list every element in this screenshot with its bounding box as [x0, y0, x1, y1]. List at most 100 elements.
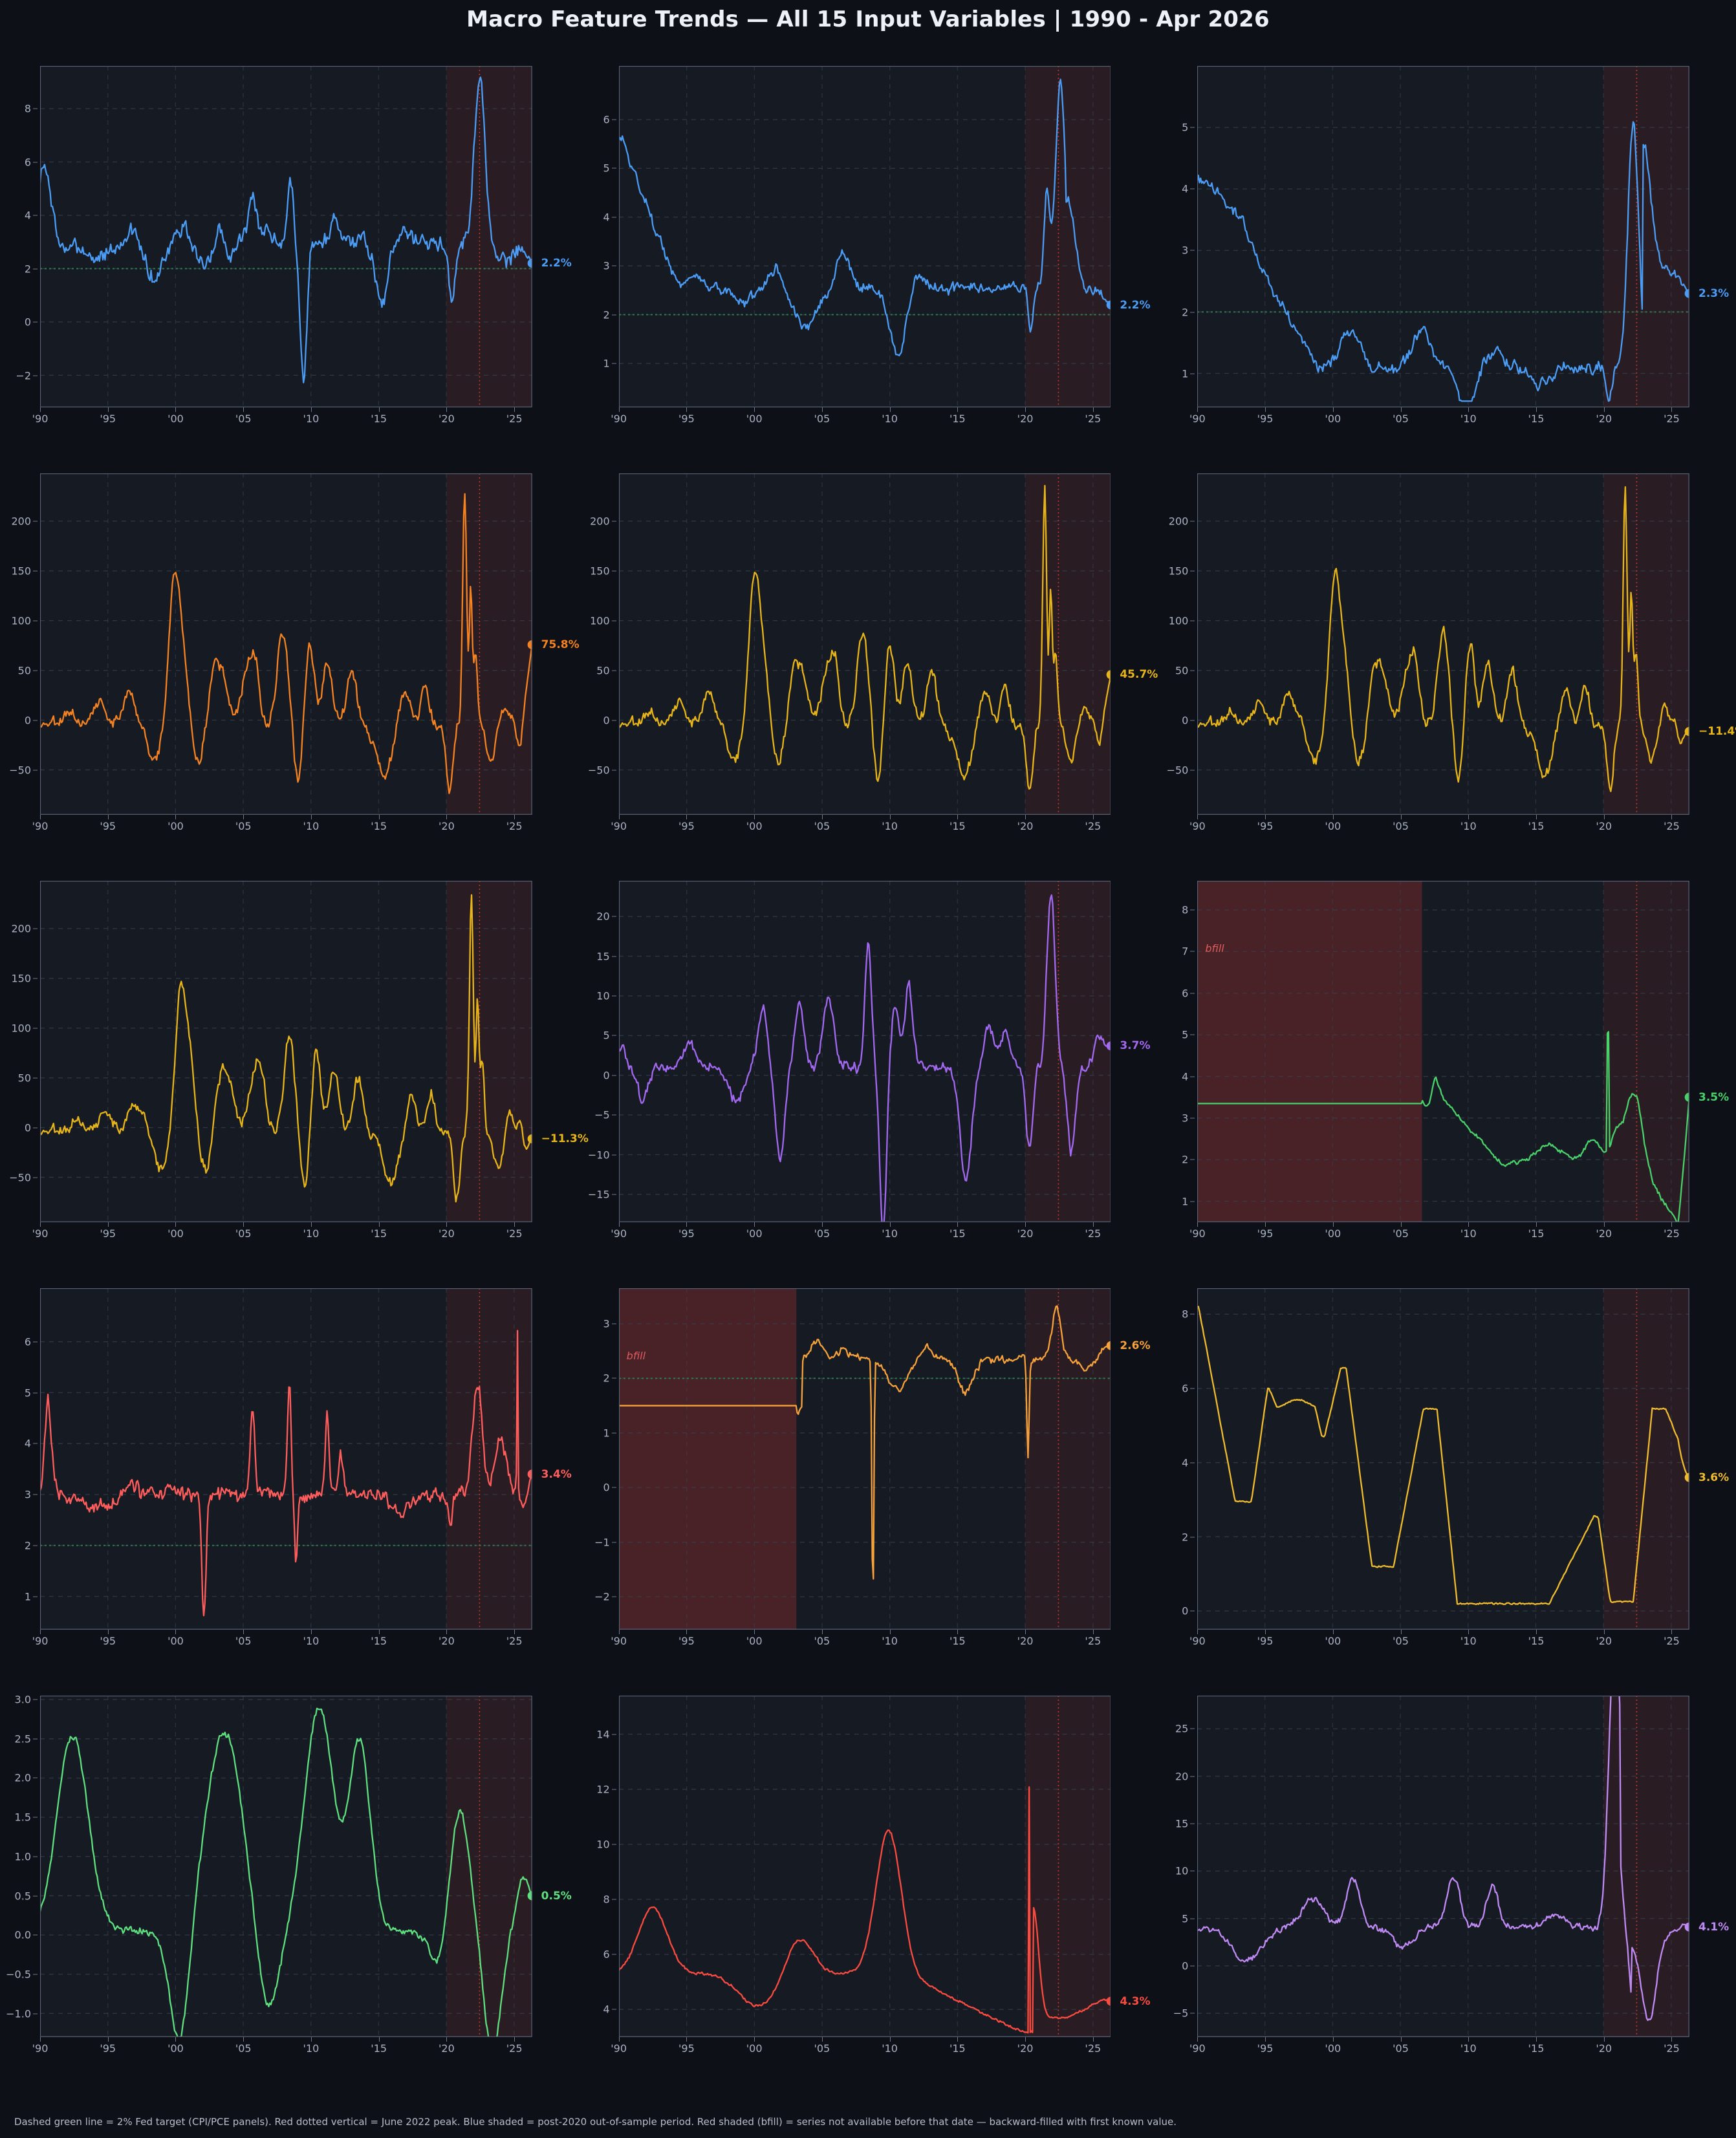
y-axis: 1 2 3 4 5 6 [579, 66, 616, 407]
y-axis: −2 −1 0 1 2 3 [579, 1288, 616, 1630]
x-tick-label: '95 [1257, 2042, 1274, 2055]
y-tick-label: 8 [603, 1893, 610, 1906]
out-of-sample-shading [1025, 1288, 1111, 1630]
x-tick-label: '20 [1017, 820, 1034, 832]
x-axis: '90 '95 '00 '05 '10 '15 '20 '25 [611, 2037, 1111, 2060]
x-tick-label: '15 [371, 2042, 387, 2055]
x-tick-mark [957, 2037, 959, 2042]
x-tick-label: '15 [371, 820, 387, 832]
y-tick-mark [33, 215, 38, 216]
plot-border [618, 473, 1111, 815]
x-tick-label: '25 [1085, 820, 1101, 832]
x-tick-label: '25 [506, 1227, 523, 1240]
y-tick-label: −2 [16, 369, 31, 382]
y-axis: −1.0 −0.5 0.0 0.5 1.0 1.5 2.0 2.5 3.0 [0, 1694, 38, 2037]
y-tick-label: −1 [594, 1536, 610, 1549]
x-axis: '90 '95 '00 '05 '10 '15 '20 '25 [1189, 407, 1689, 431]
x-tick-label: '95 [678, 413, 695, 425]
y-tick-label: 7 [1182, 945, 1189, 958]
x-tick-mark [1536, 1630, 1537, 1634]
y-tick-label: −50 [587, 764, 610, 777]
x-tick-mark [821, 2037, 823, 2042]
y-tick-mark [1190, 670, 1195, 671]
plot-area: 3.4% [39, 1288, 572, 1630]
y-tick-label: 3 [1182, 244, 1189, 257]
x-tick-label: '90 [611, 2042, 627, 2055]
x-tick-mark [957, 1630, 959, 1634]
x-tick-label: '95 [678, 1227, 695, 1240]
y-tick-mark [611, 670, 616, 671]
x-tick-label: '00 [1325, 413, 1341, 425]
y-tick-label: 14 [596, 1728, 610, 1741]
x-tick-label: '05 [1393, 820, 1409, 832]
plot-border [39, 880, 532, 1222]
plot-border [39, 473, 532, 815]
x-tick-mark [618, 1630, 620, 1634]
x-tick-mark [686, 1222, 688, 1227]
y-tick-mark [33, 1738, 38, 1740]
y-tick-label: 200 [11, 515, 31, 528]
x-tick-mark [618, 1222, 620, 1227]
x-tick-label: '15 [1528, 1635, 1545, 1647]
out-of-sample-shading [446, 473, 532, 815]
out-of-sample-shading [446, 66, 532, 407]
plot-area: 75.8% [39, 473, 580, 815]
x-tick-mark [686, 407, 688, 412]
series-line [1197, 121, 1689, 402]
plot-border [1197, 473, 1690, 815]
x-tick-mark [1092, 815, 1094, 819]
x-tick-label: '00 [1325, 2042, 1341, 2055]
x-tick-label: '90 [1189, 413, 1206, 425]
y-tick-label: 1 [603, 1427, 610, 1440]
out-of-sample-shading [1603, 473, 1689, 815]
y-tick-label: −5 [1173, 2007, 1189, 2020]
y-axis: −2 0 2 4 6 8 [0, 66, 38, 407]
x-tick-label: '20 [439, 1635, 455, 1647]
x-axis: '90 '95 '00 '05 '10 '15 '20 '25 [611, 1630, 1111, 1653]
x-tick-label: '95 [1257, 820, 1274, 832]
y-tick-label: 50 [17, 1072, 31, 1085]
x-tick-mark [514, 2037, 515, 2042]
plot-area: 3.6% [1197, 1288, 1729, 1630]
y-axis: −50 0 50 100 150 200 [0, 473, 38, 815]
y-tick-label: 2.0 [14, 1771, 31, 1784]
y-tick-label: 4 [24, 209, 31, 222]
x-tick-mark [40, 407, 41, 412]
x-tick-label: '25 [1664, 413, 1680, 425]
x-tick-mark [821, 1630, 823, 1634]
panel-cpi-core-yoy: 1 2 3 4 5 6 '90 '95 '00 '05 '10 '15 '20 '25 2.2% [579, 40, 1158, 448]
x-tick-label: '00 [1325, 1227, 1341, 1240]
y-tick-label: 8 [1182, 1308, 1189, 1321]
y-tick-label: 4 [603, 211, 610, 224]
y-tick-mark [611, 1377, 616, 1379]
y-tick-label: 0 [603, 714, 610, 727]
x-tick-label: '05 [814, 820, 830, 832]
y-tick-label: −50 [9, 1171, 31, 1184]
x-tick-mark [243, 1630, 244, 1634]
x-tick-label: '15 [1528, 413, 1545, 425]
x-tick-label: '05 [235, 820, 252, 832]
x-tick-label: '15 [371, 413, 387, 425]
end-value-label: 2.2% [541, 257, 572, 270]
y-tick-mark [611, 363, 616, 364]
y-tick-mark [33, 620, 38, 621]
y-tick-label: 150 [11, 972, 31, 985]
x-tick-label: '10 [882, 1635, 898, 1647]
series-line [618, 484, 1111, 790]
y-tick-label: 1.5 [14, 1811, 31, 1824]
y-tick-label: 1.0 [14, 1850, 31, 1863]
x-tick-mark [957, 1222, 959, 1227]
x-tick-label: '05 [235, 2042, 252, 2055]
end-value-label: 2.2% [1120, 298, 1151, 312]
y-axis: 1 2 3 4 5 6 [0, 1288, 38, 1630]
plot-border [1197, 1695, 1690, 2037]
x-tick-label: '00 [168, 820, 184, 832]
x-tick-label: '90 [32, 820, 49, 832]
x-tick-label: '05 [1393, 1227, 1409, 1240]
end-value-label: 4.1% [1698, 1920, 1730, 1934]
y-tick-mark [33, 570, 38, 572]
x-tick-label: '10 [882, 1227, 898, 1240]
end-value-label: 3.5% [1698, 1090, 1730, 1104]
end-value-label: 2.3% [1698, 287, 1730, 300]
x-tick-label: '05 [235, 413, 252, 425]
